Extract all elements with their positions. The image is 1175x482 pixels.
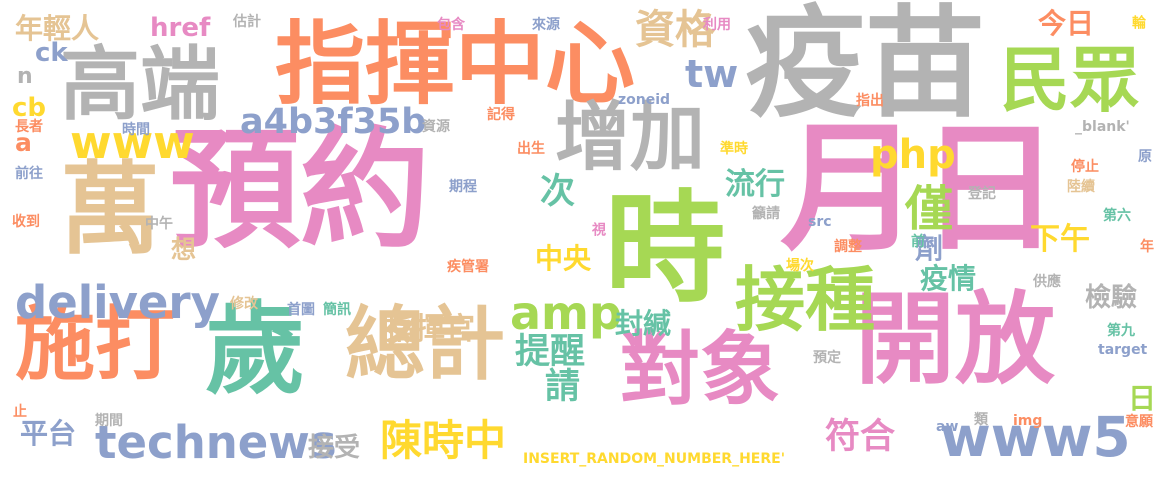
- word: 指揮中心: [275, 12, 635, 117]
- word: 陳時中: [380, 416, 507, 465]
- word: 民眾: [1000, 39, 1140, 121]
- word: 僅: [905, 181, 954, 237]
- word: 止: [13, 404, 27, 420]
- word: 符合: [825, 417, 896, 457]
- word: 月日: [780, 108, 1061, 271]
- word: 資格: [635, 7, 715, 53]
- word: 時間: [122, 122, 150, 138]
- word: 劑: [915, 232, 944, 265]
- word: 歲: [205, 291, 305, 408]
- word: 來源: [532, 17, 560, 33]
- word: www: [70, 116, 195, 169]
- word: 第九: [1107, 323, 1135, 339]
- word: 視: [590, 222, 606, 236]
- word: 次: [540, 172, 576, 212]
- word: a: [15, 128, 32, 157]
- word: 預定: [813, 350, 841, 366]
- word: 原: [1138, 149, 1152, 165]
- word: 施打: [15, 298, 175, 391]
- word: 首圖: [287, 302, 315, 318]
- word: 利用: [703, 17, 731, 33]
- word: 資源: [422, 119, 450, 135]
- word: ck: [35, 38, 68, 68]
- word: 前往: [15, 166, 43, 182]
- word: 輪: [1130, 15, 1146, 29]
- word: src: [808, 214, 832, 230]
- word: 對象: [620, 323, 780, 416]
- word: 出生: [517, 141, 545, 157]
- word: 長者: [15, 119, 43, 135]
- word: 場次: [786, 258, 814, 274]
- word: 調整: [834, 239, 862, 255]
- word: amp: [510, 286, 622, 340]
- word: php: [870, 132, 956, 178]
- word: _blank': [1075, 119, 1130, 135]
- word: 指出: [856, 93, 884, 109]
- word: 高端: [60, 38, 220, 131]
- word: 下午: [1030, 222, 1090, 257]
- word: delivery: [15, 276, 220, 329]
- word: 記得: [487, 107, 515, 123]
- word: 今日: [1038, 7, 1095, 40]
- word: 增加: [555, 93, 706, 181]
- word: 封緘: [615, 307, 672, 340]
- word: zoneid: [618, 92, 671, 108]
- word: www5: [940, 405, 1131, 469]
- word: 登記: [968, 186, 996, 202]
- word: 估計: [233, 14, 261, 30]
- word: 前: [911, 234, 925, 250]
- word: 意願: [1125, 414, 1153, 430]
- word: 檢驗: [1085, 283, 1138, 313]
- word: 籲請: [752, 206, 780, 222]
- word: 收到: [12, 214, 40, 230]
- word: 接種: [735, 259, 875, 341]
- word: href: [150, 13, 211, 43]
- word: 平台: [20, 417, 77, 450]
- word: 期程: [449, 179, 477, 195]
- word: 請: [545, 367, 581, 407]
- word: 包含: [437, 17, 465, 33]
- word: a4b3f35b: [240, 102, 427, 142]
- word: 期間: [95, 413, 123, 429]
- word: 指揮官: [385, 312, 475, 347]
- word: 類: [974, 412, 988, 428]
- word: 疫情: [920, 262, 977, 295]
- word: 疫苗: [745, 0, 985, 134]
- word: 年輕人: [15, 12, 100, 45]
- word: 萬: [60, 151, 160, 268]
- word: 接受: [308, 433, 361, 463]
- word: 想: [171, 235, 197, 264]
- word: 提醒: [515, 332, 586, 372]
- word: n: [17, 64, 33, 89]
- word: 供應: [1033, 274, 1061, 290]
- word: 總計: [345, 298, 505, 391]
- word: cb: [12, 93, 47, 123]
- word: tw: [685, 52, 739, 96]
- word: 中央: [535, 242, 592, 275]
- word: 年: [1140, 239, 1154, 255]
- word: 中午: [145, 216, 173, 232]
- word: 第六: [1103, 208, 1131, 224]
- word: aw: [936, 419, 959, 435]
- word: 準時: [720, 141, 748, 157]
- word: technews: [95, 416, 337, 469]
- word: 陸續: [1067, 179, 1095, 195]
- word: 疾管署: [447, 259, 489, 275]
- word: 預約: [170, 114, 431, 266]
- word: 時: [605, 180, 725, 319]
- word: 日: [1128, 382, 1157, 415]
- word: INSERT_RANDOM_NUMBER_HERE': [523, 451, 786, 467]
- word: target: [1098, 342, 1148, 358]
- word: 開放: [855, 281, 1055, 398]
- word: 流行: [725, 167, 785, 202]
- word: img: [1013, 413, 1043, 429]
- word: 簡訊: [323, 302, 351, 318]
- word: 修改: [230, 296, 258, 312]
- word: 停止: [1071, 159, 1099, 175]
